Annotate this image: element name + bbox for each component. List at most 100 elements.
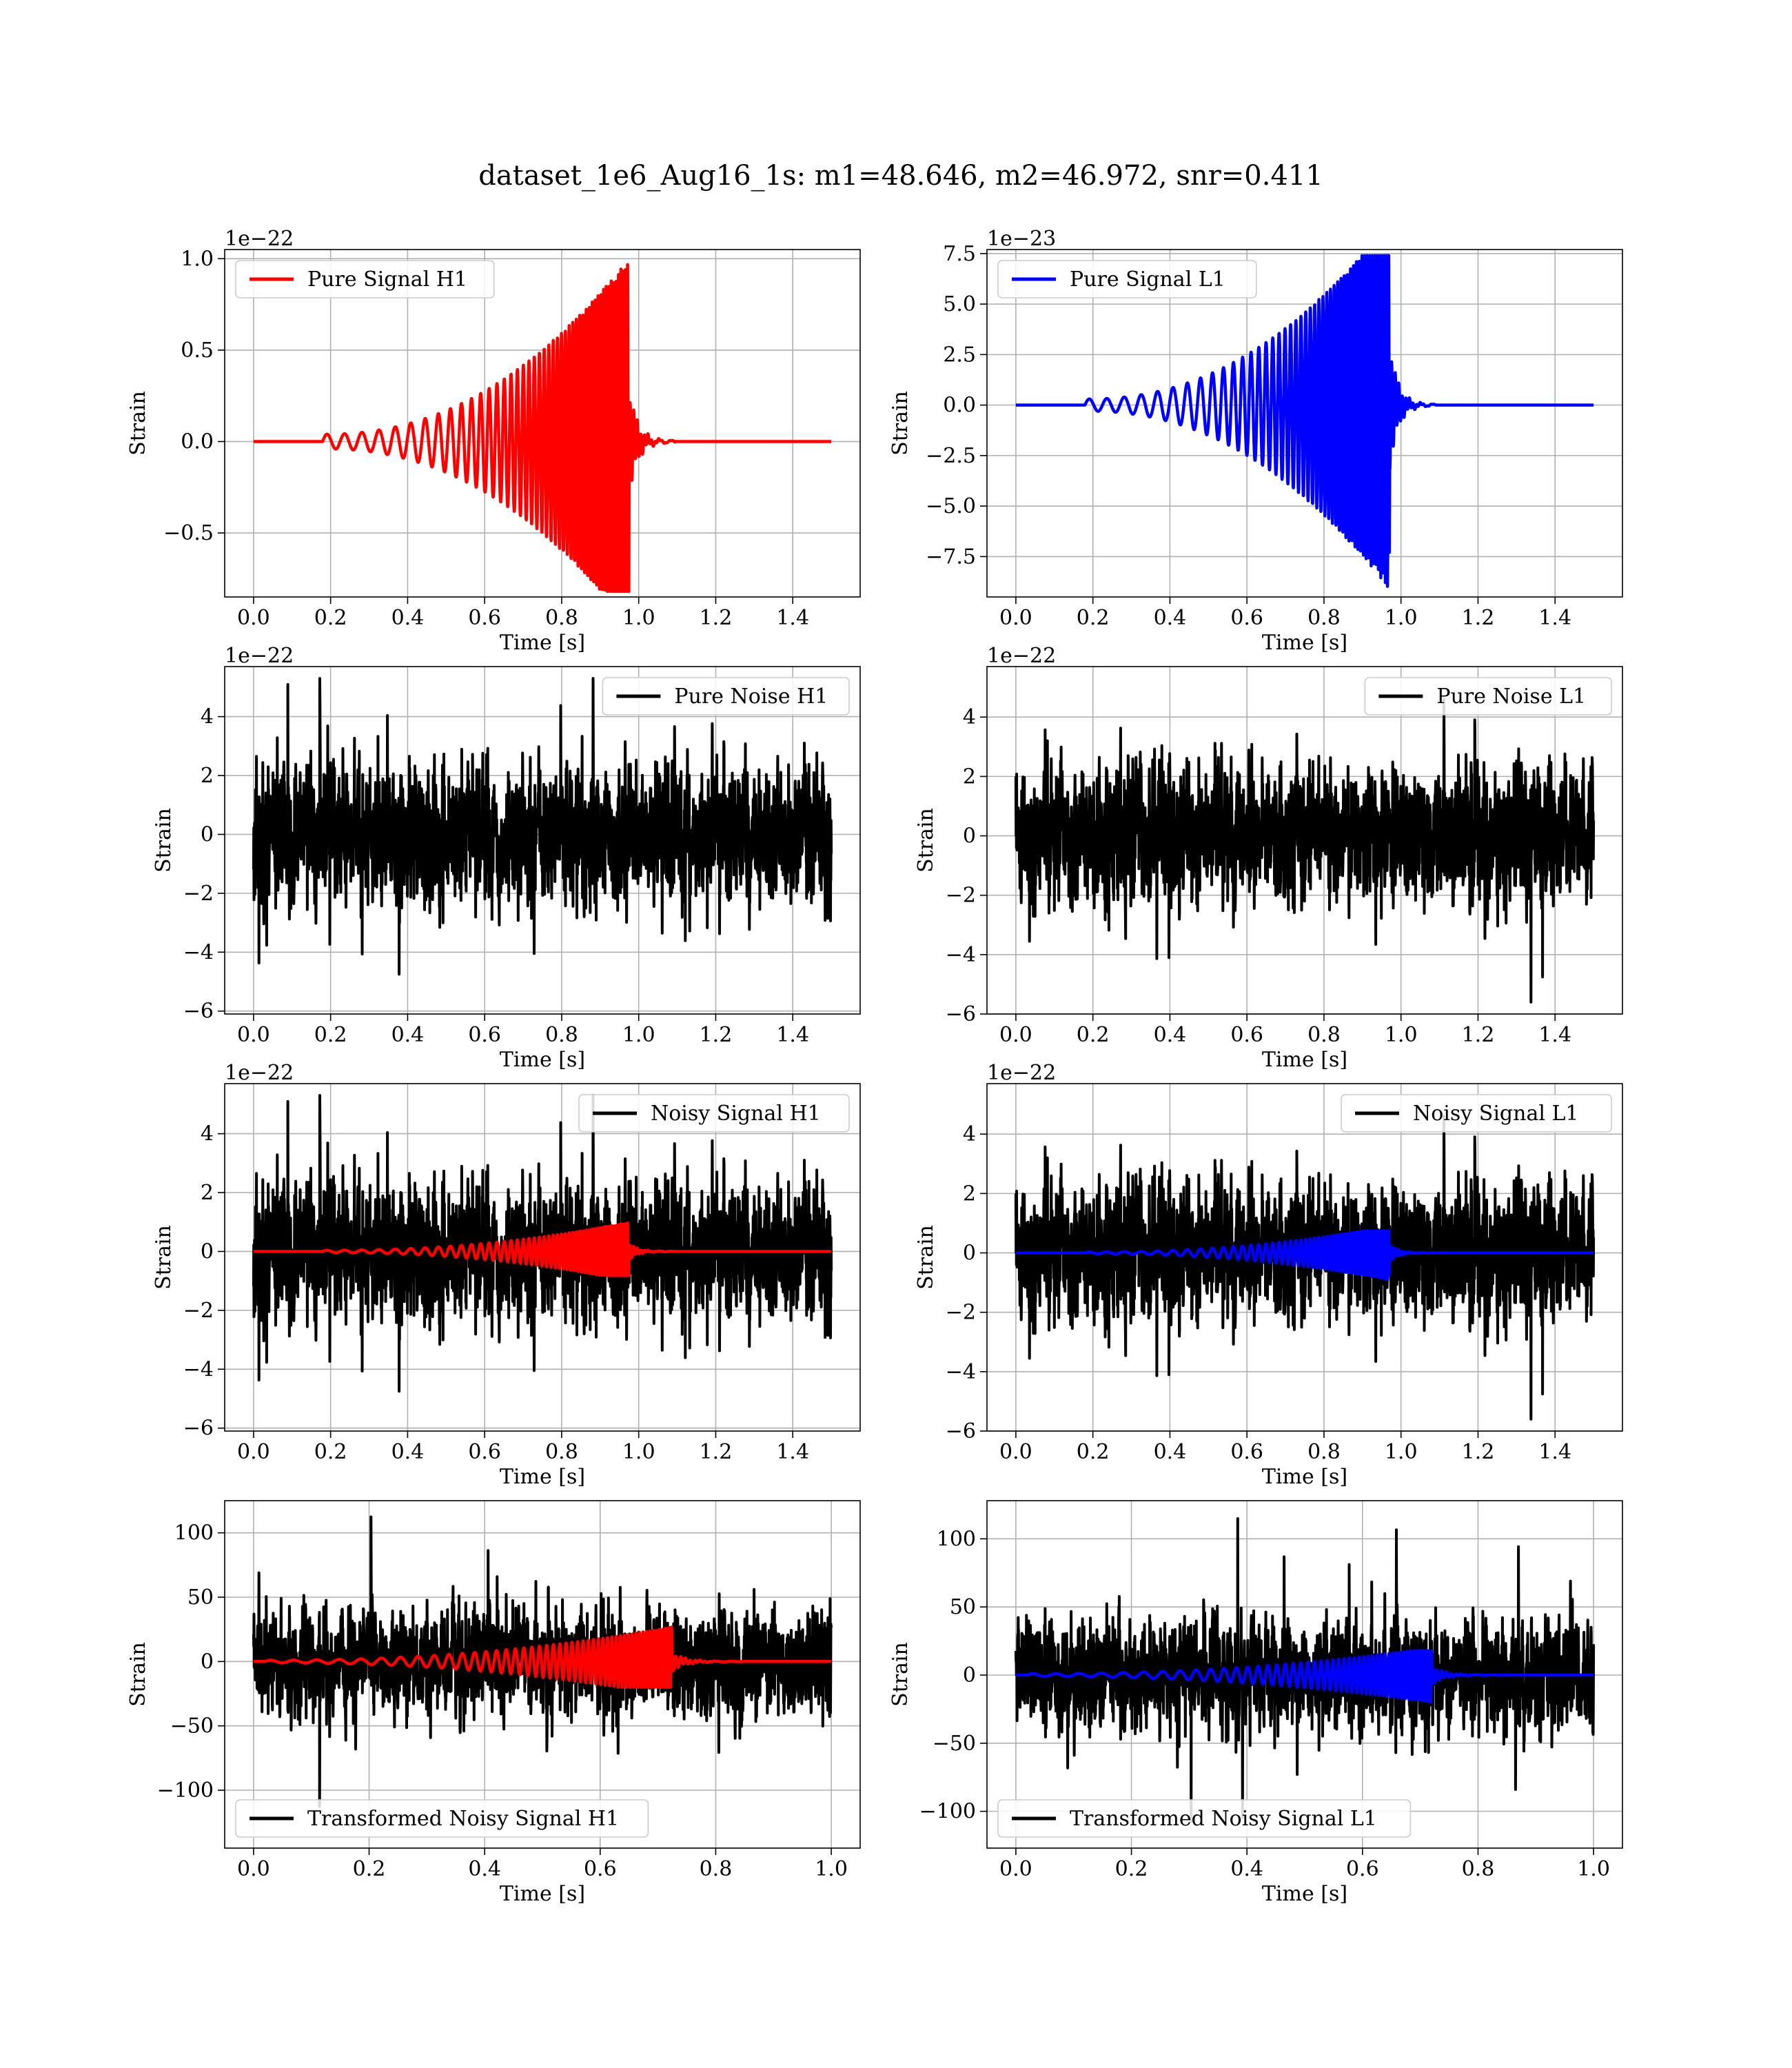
y-axis-label: Strain bbox=[152, 1225, 176, 1290]
y-tick-label: −6 bbox=[183, 1417, 214, 1441]
axes-frame bbox=[986, 249, 1623, 598]
y-tick-label: −6 bbox=[946, 1002, 976, 1026]
series-line-transformed-noisy-signal-l1 bbox=[1014, 1517, 1596, 1823]
series-group bbox=[252, 1094, 833, 1393]
x-axis-label: Time [s] bbox=[1262, 631, 1347, 655]
y-tick-label: 2 bbox=[201, 764, 214, 788]
legend: Noisy Signal H1 bbox=[578, 1094, 850, 1133]
y-offset-label: 1e−22 bbox=[225, 227, 294, 251]
y-tick-label: −4 bbox=[946, 1360, 976, 1384]
y-offset-label: 1e−22 bbox=[225, 1061, 294, 1085]
subplot-pure-noise-l1: 0.0 0.2 0.4 0.6 0.8 1.0 1.2 1.4 −6 −4 −2 0 2 4 Time [s… bbox=[914, 644, 1623, 1072]
axes-frame bbox=[224, 1500, 861, 1849]
legend: Pure Noise L1 bbox=[1364, 677, 1612, 716]
series-line-pure-noise-h1 bbox=[252, 677, 833, 976]
y-tick-label: 2 bbox=[201, 1181, 214, 1205]
legend-box bbox=[997, 260, 1257, 298]
x-tick-label: 1.0 bbox=[1385, 606, 1418, 630]
legend: Pure Signal H1 bbox=[235, 260, 495, 298]
x-axis-label: Time [s] bbox=[1262, 1882, 1347, 1906]
x-axis-label: Time [s] bbox=[500, 1882, 585, 1906]
legend-box bbox=[1364, 677, 1612, 716]
x-tick-label: 1.0 bbox=[622, 606, 655, 630]
legend-box bbox=[997, 1799, 1412, 1838]
y-tick-label: 0.0 bbox=[943, 394, 976, 418]
legend-entry: Pure Signal H1 bbox=[307, 267, 467, 292]
legend-box bbox=[602, 677, 850, 716]
y-tick-label: −2 bbox=[183, 1299, 214, 1323]
x-axis-label: Time [s] bbox=[1262, 1465, 1347, 1489]
legend: Transformed Noisy Signal L1 bbox=[997, 1799, 1412, 1838]
series-group bbox=[1014, 698, 1596, 1004]
x-tick-label: 1.2 bbox=[700, 1023, 733, 1047]
x-tick-label: 1.4 bbox=[1538, 1023, 1571, 1047]
y-tick-label: 0.5 bbox=[181, 338, 214, 363]
x-tick-label: 0.8 bbox=[1307, 1440, 1341, 1464]
legend-box bbox=[235, 1799, 649, 1838]
x-tick-label: 1.4 bbox=[776, 1440, 809, 1464]
x-tick-label: 1.0 bbox=[815, 1857, 848, 1881]
legend: Noisy Signal L1 bbox=[1341, 1094, 1612, 1133]
x-tick-label: 0.2 bbox=[1077, 606, 1110, 630]
series-line-red-signal bbox=[252, 1221, 833, 1277]
series-group bbox=[252, 1515, 833, 1808]
x-tick-label: 1.2 bbox=[700, 1440, 733, 1464]
y-tick-label: 4 bbox=[201, 705, 214, 729]
subplot-grid: 0.0 0.2 0.4 0.6 0.8 1.0 1.2 1.4 −0.5 0.0 0.5 1.0 Tim… bbox=[126, 227, 1623, 1906]
legend-entry: Transformed Noisy Signal L1 bbox=[1070, 1807, 1377, 1831]
y-tick-label: −0.5 bbox=[163, 521, 214, 545]
x-tick-label: 0.6 bbox=[468, 1440, 501, 1464]
x-tick-label: 1.4 bbox=[1538, 606, 1571, 630]
y-tick-label: 2 bbox=[963, 1182, 976, 1206]
x-tick-label: 0.4 bbox=[1230, 1857, 1263, 1881]
subplot-pure-signal-l1: 0.0 0.2 0.4 0.6 0.8 1.0 1.2 1.4 −7.5 −5.0 −2.5 0.0 2… bbox=[888, 227, 1623, 655]
x-tick-label: 1.2 bbox=[1462, 1440, 1495, 1464]
x-tick-label: 0.6 bbox=[1346, 1857, 1379, 1881]
y-axis-label: Strain bbox=[914, 1225, 938, 1290]
x-tick-label: 0.6 bbox=[1230, 1023, 1263, 1047]
series-line-blue-signal bbox=[1015, 1649, 1595, 1704]
x-tick-label: 1.0 bbox=[1577, 1857, 1610, 1881]
x-tick-label: 0.2 bbox=[1115, 1857, 1148, 1881]
x-tick-label: 0.0 bbox=[237, 1440, 270, 1464]
y-tick-label: 100 bbox=[937, 1527, 976, 1551]
x-tick-label: 0.2 bbox=[353, 1857, 386, 1881]
series-line-transformed-noisy-signal-h1 bbox=[252, 1515, 833, 1808]
y-tick-label: −2 bbox=[183, 882, 214, 906]
x-tick-label: 0.2 bbox=[314, 606, 347, 630]
x-tick-label: 1.0 bbox=[1385, 1440, 1418, 1464]
axes-frame bbox=[224, 666, 861, 1015]
x-tick-label: 0.0 bbox=[999, 606, 1032, 630]
y-tick-label: 0 bbox=[201, 1650, 214, 1674]
x-tick-label: 0.4 bbox=[1154, 606, 1187, 630]
y-tick-label: 0 bbox=[201, 822, 214, 847]
x-tick-label: 1.0 bbox=[622, 1440, 655, 1464]
y-tick-label: −100 bbox=[919, 1800, 976, 1824]
x-tick-label: 0.2 bbox=[314, 1440, 347, 1464]
y-tick-label: −4 bbox=[946, 943, 976, 967]
x-tick-label: 1.4 bbox=[776, 1023, 809, 1047]
axes-frame bbox=[224, 249, 861, 598]
x-tick-label: 0.4 bbox=[391, 1440, 425, 1464]
x-tick-label: 0.8 bbox=[700, 1857, 733, 1881]
x-tick-label: 1.4 bbox=[776, 606, 809, 630]
x-axis-label: Time [s] bbox=[500, 1465, 585, 1489]
subplot-noisy-signal-l1: 0.0 0.2 0.4 0.6 0.8 1.0 1.2 1.4 −6 −4 −2 0 2 4 Time [s… bbox=[914, 1061, 1623, 1489]
axes-frame bbox=[986, 1083, 1623, 1432]
y-tick-label: −2 bbox=[946, 1301, 976, 1325]
x-tick-label: 1.2 bbox=[700, 606, 733, 630]
x-tick-label: 0.0 bbox=[999, 1857, 1032, 1881]
x-tick-label: 0.8 bbox=[1307, 606, 1341, 630]
x-tick-label: 0.6 bbox=[1230, 606, 1263, 630]
y-tick-label: 0.0 bbox=[181, 430, 214, 454]
y-axis-label: Strain bbox=[126, 391, 150, 456]
x-tick-label: 0.6 bbox=[1230, 1440, 1263, 1464]
y-tick-label: 5.0 bbox=[943, 292, 976, 316]
legend: Transformed Noisy Signal H1 bbox=[235, 1799, 649, 1838]
y-offset-label: 1e−22 bbox=[225, 644, 294, 668]
legend-entry: Pure Noise H1 bbox=[674, 685, 828, 709]
legend-entry: Pure Signal L1 bbox=[1070, 267, 1225, 292]
legend-entry: Transformed Noisy Signal H1 bbox=[307, 1807, 619, 1831]
series-line-blue-signal bbox=[1015, 1229, 1595, 1281]
y-tick-label: −7.5 bbox=[926, 545, 976, 569]
